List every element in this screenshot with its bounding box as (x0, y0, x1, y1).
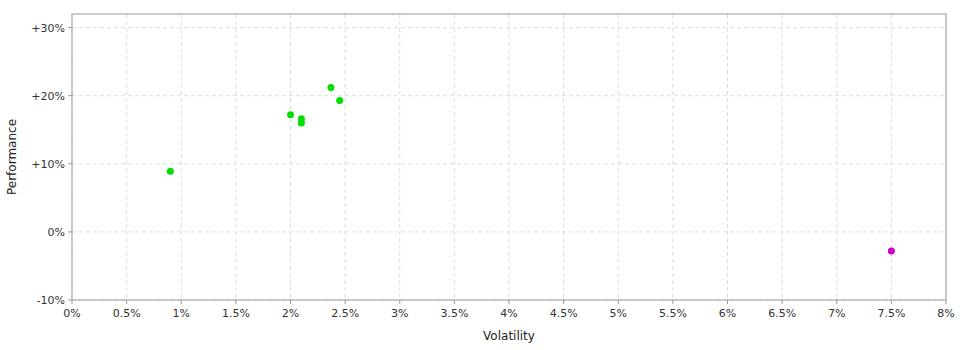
x-tick (126, 300, 127, 304)
x-tick-label: 1% (173, 307, 190, 320)
x-tick (345, 300, 346, 304)
x-grid-line (836, 14, 837, 300)
x-tick (672, 300, 673, 304)
x-tick-label: 4.5% (550, 307, 578, 320)
y-tick (68, 163, 72, 164)
x-grid-line (618, 14, 619, 300)
y-tick-label: 0% (48, 226, 65, 239)
y-tick (68, 231, 72, 232)
y-grid-line (72, 95, 946, 96)
x-tick-label: 7.5% (877, 307, 905, 320)
x-tick (454, 300, 455, 304)
x-grid-line (399, 14, 400, 300)
x-tick-label: 1.5% (222, 307, 250, 320)
x-grid-line (509, 14, 510, 300)
x-grid-line (672, 14, 673, 300)
x-tick-label: 0% (63, 307, 80, 320)
point (167, 168, 174, 175)
y-grid-line (72, 27, 946, 28)
x-tick-label: 2.5% (331, 307, 359, 320)
x-tick (399, 300, 400, 304)
x-tick-label: 6.5% (768, 307, 796, 320)
y-grid-line (72, 231, 946, 232)
y-grid-line (72, 163, 946, 164)
x-tick-label: 5.5% (659, 307, 687, 320)
point (298, 119, 305, 126)
x-tick-label: 7% (828, 307, 845, 320)
y-tick-label: +20% (31, 90, 65, 103)
point (336, 97, 343, 104)
points (167, 84, 895, 254)
x-tick (618, 300, 619, 304)
y-tick-label: +30% (31, 22, 65, 35)
point (287, 111, 294, 118)
point (888, 247, 895, 254)
x-tick-label: 8% (937, 307, 954, 320)
x-grid-line (454, 14, 455, 300)
point (327, 84, 334, 91)
x-grid-line (126, 14, 127, 300)
x-tick (782, 300, 783, 304)
x-grid-line (563, 14, 564, 300)
y-tick (68, 27, 72, 28)
x-tick (946, 300, 947, 304)
chart: 0% 0.5% 1% 1.5% 2% 2.5% 3% 3.5% 4% 4.5% 5% 5.5% 6% 6.… (0, 0, 966, 350)
x-axis-label: Volatility (483, 329, 535, 343)
series (167, 84, 343, 175)
plot-frame (72, 14, 946, 300)
x-tick (72, 300, 73, 304)
x-tick (509, 300, 510, 304)
x-tick (235, 300, 236, 304)
series (888, 247, 895, 254)
x-tick-label: 6% (719, 307, 736, 320)
grid (72, 14, 946, 300)
x-grid-line (891, 14, 892, 300)
x-grid-line (235, 14, 236, 300)
x-grid-line (782, 14, 783, 300)
x-tick-label: 0.5% (113, 307, 141, 320)
y-tick (68, 95, 72, 96)
y-tick-label: -10% (37, 294, 65, 307)
x-tick (836, 300, 837, 304)
x-tick-label: 3% (391, 307, 408, 320)
y-tick-label: +10% (31, 158, 65, 171)
x-tick (727, 300, 728, 304)
x-tick-label: 3.5% (440, 307, 468, 320)
y-axis-label: Performance (5, 119, 19, 195)
x-tick-label: 5% (610, 307, 627, 320)
x-grid-line (727, 14, 728, 300)
x-tick-label: 4% (500, 307, 517, 320)
y-tick (68, 300, 72, 301)
x-tick (290, 300, 291, 304)
x-grid-line (345, 14, 346, 300)
x-tick (891, 300, 892, 304)
ticks: 0% 0.5% 1% 1.5% 2% 2.5% 3% 3.5% 4% 4.5% 5% 5.5% 6% 6.… (31, 22, 954, 320)
x-grid-line (181, 14, 182, 300)
x-grid-line (290, 14, 291, 300)
x-tick (181, 300, 182, 304)
x-tick (563, 300, 564, 304)
x-tick-label: 2% (282, 307, 299, 320)
